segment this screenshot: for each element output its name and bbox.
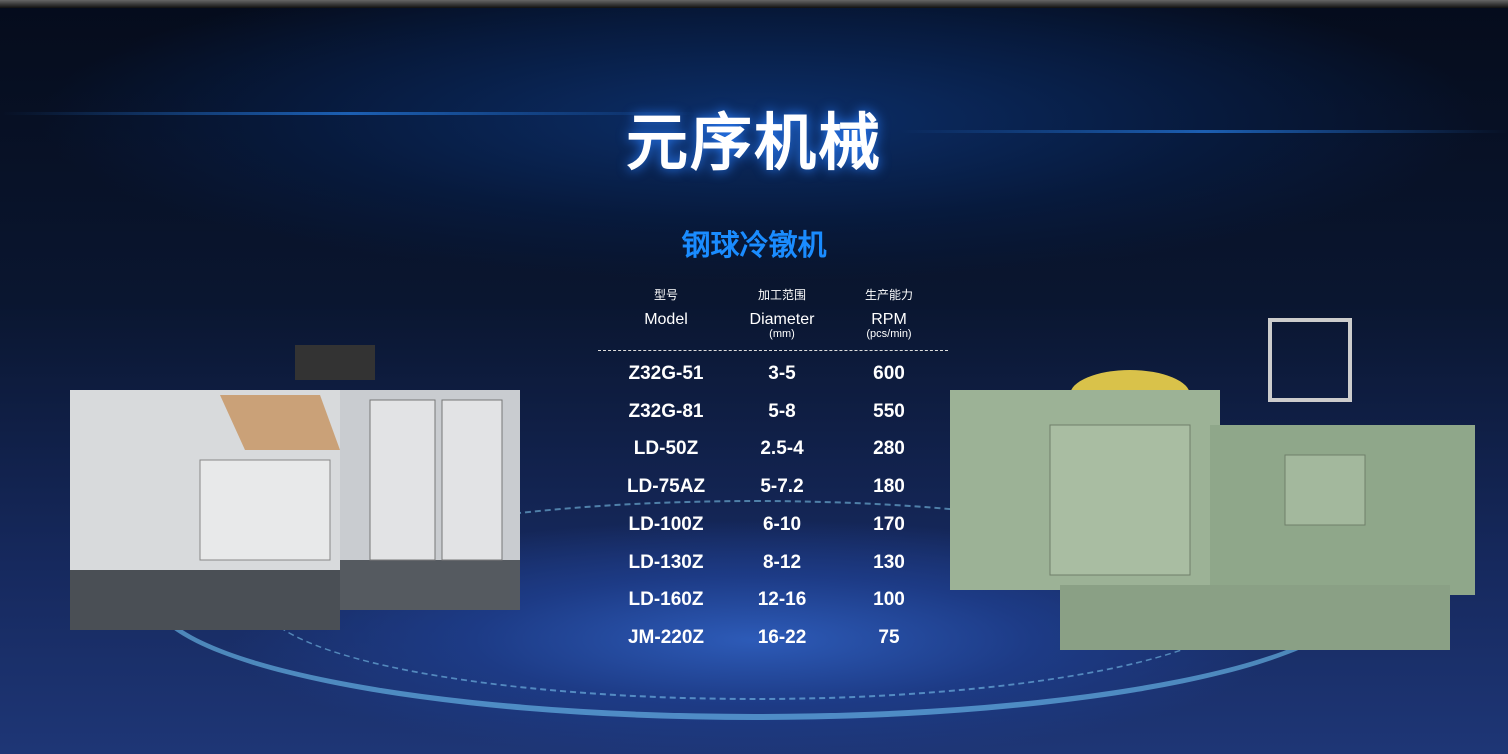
table-row: LD-50Z 2.5-4 280 (600, 438, 940, 476)
header-divider (598, 350, 948, 351)
cell-model: LD-160Z (628, 589, 704, 611)
cell-rpm: 180 (873, 476, 905, 498)
header-diameter: 加工范围 Diameter (mm) (722, 286, 842, 340)
header-cn: 型号 (653, 288, 678, 302)
light-streak (0, 112, 700, 115)
header-en: RPM (871, 311, 907, 328)
cell-diameter: 5-8 (768, 400, 796, 422)
table-row: LD-75AZ 5-7.2 180 (600, 476, 940, 514)
header-unit: (mm) (769, 328, 795, 340)
cell-model: LD-50Z (633, 438, 699, 460)
cell-diameter: 16-22 (757, 626, 807, 648)
cell-model: LD-130Z (628, 551, 704, 573)
header-cn: 加工范围 (757, 288, 806, 302)
machine-image-left (70, 345, 520, 630)
header-unit: (pcs/min) (866, 328, 912, 340)
header-en: Model (644, 311, 688, 328)
brand-title: 元序机械 (625, 109, 882, 178)
table-row: Z32G-81 5-8 550 (600, 401, 940, 439)
cell-rpm: 170 (873, 513, 905, 535)
cell-diameter: 3-5 (768, 363, 796, 384)
header-model: 型号 Model (606, 286, 726, 329)
cell-diameter: 5-7.2 (760, 476, 804, 498)
header-rpm: 生产能力 RPM (pcs/min) (829, 286, 949, 340)
machine-image-right (950, 318, 1475, 650)
cell-diameter: 6-10 (762, 513, 802, 535)
cell-model: LD-100Z (628, 513, 704, 535)
cell-model: Z32G-81 (628, 400, 704, 422)
header-cn: 生产能力 (864, 288, 913, 302)
table-row: JM-220Z 16-22 75 (600, 627, 940, 665)
cell-model: LD-75AZ (626, 476, 706, 498)
light-streak (900, 130, 1508, 133)
table-row: Z32G-51 3-5 600 (600, 363, 940, 401)
header-en: Diameter (749, 311, 815, 328)
cell-model: JM-220Z (627, 626, 705, 648)
cell-model: Z32G-51 (628, 363, 704, 384)
cell-rpm: 100 (873, 589, 905, 611)
top-bar (0, 0, 1508, 8)
table-row: LD-100Z 6-10 170 (600, 514, 940, 552)
cell-rpm: 550 (873, 400, 905, 422)
cell-rpm: 280 (873, 438, 905, 460)
table-row: LD-130Z 8-12 130 (600, 552, 940, 590)
cell-rpm: 600 (873, 363, 905, 384)
cell-rpm: 75 (878, 626, 900, 648)
cell-diameter: 8-12 (762, 551, 802, 573)
cell-diameter: 12-16 (757, 589, 807, 611)
cell-rpm: 130 (873, 551, 905, 573)
cell-diameter: 2.5-4 (760, 438, 804, 460)
table-row: LD-160Z 12-16 100 (600, 589, 940, 627)
product-title: 钢球冷镦机 (681, 230, 827, 262)
